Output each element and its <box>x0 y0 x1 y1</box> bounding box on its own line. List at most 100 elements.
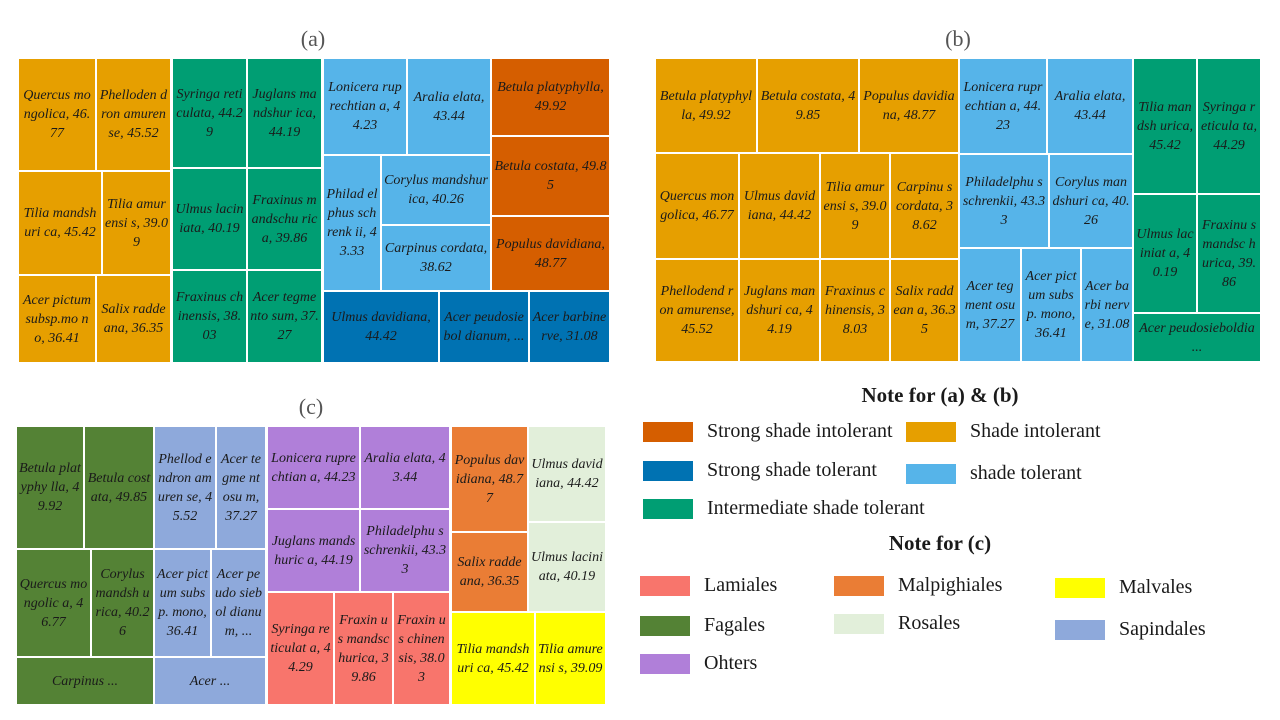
treemap-cell: Aralia elata, 43.44 <box>407 58 491 155</box>
treemap-cell: Lonicera ruprechtian a, 44.23 <box>323 58 407 155</box>
treemap-cell: Ulmus davidiana, 44.42 <box>323 291 439 363</box>
treemap-cell: Acer tegment osum, 37.27 <box>959 248 1021 362</box>
legend-label: Shade intolerant <box>970 420 1101 442</box>
treemap-cell: Ulmus davidiana, 44.42 <box>739 153 820 259</box>
legend-label: Strong shade tolerant <box>707 459 877 481</box>
treemap-cell: Salix raddean a, 36.35 <box>890 259 959 362</box>
treemap-cell: Philadelphu s schrenkii, 43.33 <box>360 509 450 592</box>
treemap-cell: Juglans mandshuri ca, 44.19 <box>739 259 820 362</box>
legend-item: shade tolerant <box>906 462 1082 485</box>
treemap-cell: Syringa reticulat a, 44.29 <box>267 592 334 705</box>
legend-item: Strong shade intolerant <box>643 420 893 443</box>
legend-swatch <box>906 463 956 484</box>
treemap-cell: Syringa reticulata, 44.29 <box>172 58 247 168</box>
treemap-cell: Juglans mandshuric a, 44.19 <box>267 509 360 592</box>
legend-item: Rosales <box>834 612 960 635</box>
treemap-cell: Quercus mongolic a, 46.77 <box>16 549 91 657</box>
legend-item: Fagales <box>640 614 765 637</box>
treemap-cell: Corylus mandsh urica, 40.26 <box>91 549 154 657</box>
treemap-cell: Phelloden dron amurense, 45.52 <box>96 58 171 171</box>
legend-item: Intermediate shade tolerant <box>643 497 925 520</box>
legend-label: Ohters <box>704 652 758 674</box>
legend-label: Intermediate shade tolerant <box>707 497 925 519</box>
treemap-cell: Acer pictum subsp. mono, 36.41 <box>154 549 211 657</box>
legend-item: Strong shade tolerant <box>643 459 877 482</box>
legend-item: Shade intolerant <box>906 420 1101 443</box>
legend-swatch <box>640 575 690 596</box>
treemap-cell: Fraxinu s mandsc hurica, 39.86 <box>1197 194 1261 313</box>
legend-swatch <box>643 498 693 519</box>
treemap-cell: Lonicera ruprechtian a, 44.23 <box>267 426 360 509</box>
treemap-cell: Acer peudo siebol dianu m, ... <box>211 549 266 657</box>
treemap-cell: Betula platyphylla, 49.92 <box>655 58 757 153</box>
treemap-cell: Phellod endron amuren se, 45.52 <box>154 426 216 549</box>
legend-label: Strong shade intolerant <box>707 420 893 442</box>
legend-label: Lamiales <box>704 574 778 596</box>
treemap-cell: Fraxin us mandsc hurica, 39.86 <box>334 592 393 705</box>
legend-label: Sapindales <box>1119 618 1206 640</box>
treemap-cell: Lonicera ruprechtian a, 44.23 <box>959 58 1047 154</box>
treemap-cell: Ulmus laciniata, 40.19 <box>172 168 247 270</box>
legend-item: Malvales <box>1055 576 1192 599</box>
treemap-cell: Acer pictum subsp.mo no, 36.41 <box>18 275 96 363</box>
treemap-cell: Acer barbinerve, 31.08 <box>529 291 610 363</box>
legend-c-title: Note for (c) <box>888 531 992 555</box>
panel-b-title: (b) <box>945 26 971 51</box>
legend-swatch <box>834 575 884 596</box>
treemap-cell: Betula platyphylla, 49.92 <box>491 58 610 136</box>
treemap-cell: Fraxinus mandschu rica, 39.86 <box>247 168 322 270</box>
treemap-cell: Corylus mandshurica, 40.26 <box>381 155 491 225</box>
treemap-cell: Fraxinus chinensis, 38.03 <box>172 270 247 363</box>
treemap-cell: Syringa reticula ta, 44.29 <box>1197 58 1261 194</box>
legend-item: Ohters <box>640 652 757 675</box>
treemap-cell: Tilia mandshuri ca, 45.42 <box>451 612 535 705</box>
treemap-cell: Tilia mandshuri ca, 45.42 <box>18 171 102 275</box>
legend-swatch <box>640 615 690 636</box>
legend-item: Malpighiales <box>834 574 1002 597</box>
treemap-cell: Aralia elata, 43.44 <box>360 426 450 509</box>
legend-swatch <box>906 421 956 442</box>
treemap-cell: Philad elphus schrenk ii, 43.33 <box>323 155 381 291</box>
legend-label: Rosales <box>898 612 961 634</box>
treemap-cell: Tilia amurensi s, 39.09 <box>102 171 171 275</box>
treemap-cell: Populus davidiana, 48.77 <box>491 216 610 291</box>
legend-label: Malpighiales <box>898 574 1003 596</box>
treemap-cell: Fraxinus chinensis, 38.03 <box>820 259 890 362</box>
treemap-cell: Salix raddeana, 36.35 <box>96 275 171 363</box>
treemap-cell: Philadelphu s schrenkii, 43.33 <box>959 154 1049 248</box>
treemap-cell: Carpinus cordata, 38.62 <box>381 225 491 291</box>
legend-swatch <box>1055 619 1105 640</box>
legend-swatch <box>643 460 693 481</box>
treemap-cell: Acer peudosieboldia ... <box>1133 313 1261 362</box>
legend-swatch <box>834 613 884 634</box>
treemap-cell: Ulmus davidiana, 44.42 <box>528 426 606 522</box>
treemap-cell: Quercus mongolica, 46.77 <box>18 58 96 171</box>
treemap-cell: Salix raddeana, 36.35 <box>451 532 528 612</box>
treemap-cell: Acer peudosiebol dianum, ... <box>439 291 529 363</box>
legend-label: Malvales <box>1119 576 1193 598</box>
treemap-cell: Acer tegmento sum, 37.27 <box>247 270 322 363</box>
treemap-cell: Betula platyphy lla, 49.92 <box>16 426 84 549</box>
treemap-cell: Betula costata, 49.85 <box>757 58 859 153</box>
treemap-cell: Acer tegme ntosu m, 37.27 <box>216 426 266 549</box>
legend-swatch <box>1055 577 1105 598</box>
treemap-cell: Betula costata, 49.85 <box>491 136 610 216</box>
legend-item: Sapindales <box>1055 618 1206 641</box>
legend-swatch <box>643 421 693 442</box>
treemap-cell: Fraxin us chinen sis, 38.03 <box>393 592 450 705</box>
treemap-cell: Phellodend ron amurense, 45.52 <box>655 259 739 362</box>
treemap-cell: Juglans mandshur ica, 44.19 <box>247 58 322 168</box>
treemap-cell: Populus davidiana, 48.77 <box>451 426 528 532</box>
treemap-cell: Tilia amurensi s, 39.09 <box>535 612 606 705</box>
legend-label: shade tolerant <box>970 462 1082 484</box>
treemap-cell: Aralia elata, 43.44 <box>1047 58 1133 154</box>
treemap-cell: Quercus mongolica, 46.77 <box>655 153 739 259</box>
treemap-cell: Acer barbi nerve, 31.08 <box>1081 248 1133 362</box>
legend-label: Fagales <box>704 614 766 636</box>
legend-ab-title: Note for (a) & (b) <box>861 383 1019 407</box>
treemap-cell: Populus davidiana, 48.77 <box>859 58 959 153</box>
treemap-cell: Tilia amurensi s, 39.09 <box>820 153 890 259</box>
treemap-cell: Carpinu s cordata, 38.62 <box>890 153 959 259</box>
treemap-cell: Acer ... <box>154 657 266 705</box>
panel-a-title: (a) <box>300 26 326 51</box>
